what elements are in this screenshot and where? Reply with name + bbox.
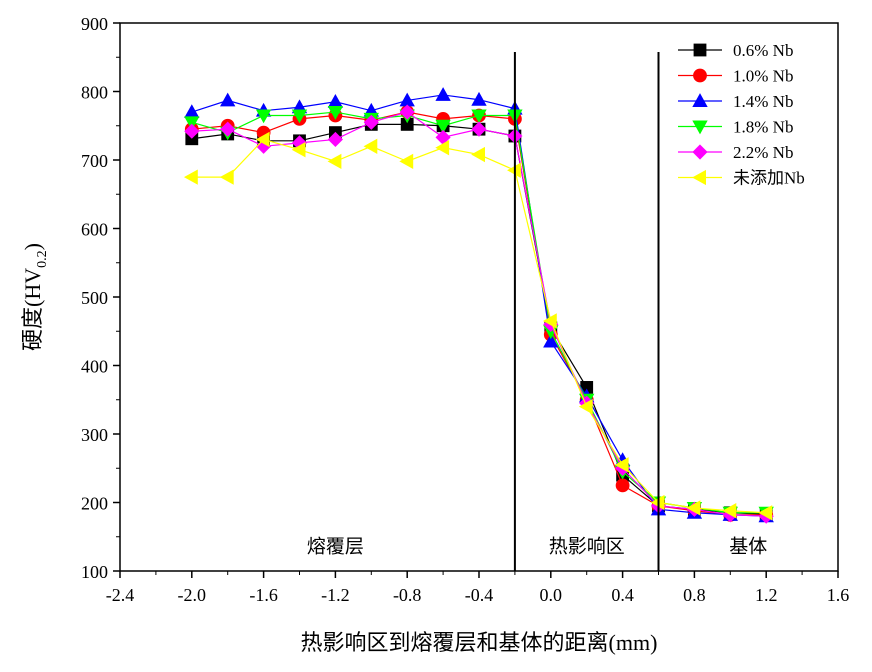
data-point-triangle-up [435, 87, 451, 101]
x-tick-label: -1.2 [321, 585, 350, 605]
data-point-diamond [363, 114, 379, 130]
y-tick-label: 700 [81, 151, 108, 171]
data-point-triangle-left [686, 500, 701, 516]
legend-label: 未添加Nb [733, 169, 805, 188]
data-point-diamond [220, 121, 236, 137]
y-tick-label: 900 [81, 14, 108, 34]
plot-marks [183, 87, 774, 524]
legend-label: 0.6% Nb [733, 41, 793, 60]
series-line [191, 138, 767, 514]
data-point-triangle-left [722, 503, 737, 519]
data-point-triangle-left [255, 131, 270, 148]
y-axis-label: 硬度(HV0.2) [20, 243, 50, 351]
region-label: 熔覆层 [307, 536, 364, 558]
data-point-triangle-down [471, 109, 487, 124]
y-tick-label: 100 [81, 562, 108, 582]
legend-label: 2.2% Nb [733, 143, 793, 162]
x-tick-label: 0.4 [611, 585, 634, 605]
series-1-0-Nb [184, 105, 774, 522]
data-point-triangle-left [578, 398, 593, 415]
data-point-triangle-left [692, 169, 706, 186]
data-point-triangle-down [291, 109, 308, 124]
data-point-diamond [692, 144, 708, 160]
data-point-diamond [399, 104, 415, 120]
x-axis-label: 热影响区到熔覆层和基体的距离(mm) [301, 630, 658, 655]
axes: -2.4 -2.0 -1.6 -1.2 -0.8 -0.4 0.0 0.4 0.8 1.2 1.6 1… [81, 14, 849, 605]
region-label: 热影响区 [549, 536, 625, 558]
x-tick-label: -0.4 [465, 585, 494, 605]
data-point-triangle-down [327, 106, 344, 120]
series-line [191, 111, 767, 516]
series-1-8-Nb [184, 106, 774, 521]
data-point-triangle-left [327, 153, 342, 170]
x-tick-label: 1.6 [827, 585, 850, 605]
data-point-triangle-left [542, 313, 557, 329]
data-point-triangle-left [614, 457, 629, 473]
data-point-triangle-left [435, 139, 450, 156]
series--Nb [183, 131, 773, 521]
data-point-triangle-left [363, 138, 378, 154]
x-tick-label: 0.8 [683, 585, 706, 605]
data-point-triangle-up [692, 93, 708, 107]
data-point-triangle-down [184, 116, 200, 131]
data-point-diamond [471, 121, 487, 137]
y-tick-label: 500 [81, 288, 108, 308]
series-line [191, 123, 767, 515]
y-tick-label: 200 [81, 494, 108, 514]
data-point-triangle-up [327, 93, 344, 108]
series-line [191, 111, 767, 517]
legend: 0.6% Nb 1.0% Nb 1.4% Nb 1.8% Nb 2.2% Nb 未添加Nb [678, 41, 805, 188]
x-tick-label: -0.8 [393, 585, 422, 605]
legend-label: 1.4% Nb [733, 92, 793, 111]
legend-label: 1.8% Nb [733, 118, 793, 137]
data-point-triangle-down [255, 109, 272, 124]
y-tick-label: 800 [81, 83, 108, 103]
data-point-triangle-left [219, 169, 234, 185]
data-point-triangle-left [291, 142, 306, 158]
x-tick-label: 0.0 [540, 585, 563, 605]
data-point-circle [615, 478, 630, 493]
x-tick-label: 1.2 [755, 585, 778, 605]
data-point-triangle-down [692, 120, 708, 135]
data-point-triangle-left [183, 169, 198, 185]
y-tick-label: 600 [81, 220, 108, 240]
data-point-triangle-left [471, 146, 486, 163]
data-point-triangle-up [184, 104, 200, 119]
x-tick-label: -2.4 [106, 585, 135, 605]
series-0-6-Nb [185, 117, 773, 521]
data-point-triangle-up [471, 91, 487, 106]
x-tick-label: -2.0 [178, 585, 207, 605]
y-tick-label: 300 [81, 425, 108, 445]
data-point-triangle-up [543, 333, 559, 348]
x-tick-label: -1.6 [249, 585, 278, 605]
data-point-diamond [184, 123, 200, 139]
data-point-triangle-down [435, 119, 451, 134]
region-label: 基体 [729, 536, 767, 558]
data-point-triangle-left [758, 505, 773, 521]
data-point-triangle-up [220, 92, 236, 107]
data-point-triangle-left [399, 153, 414, 170]
y-tick-label: 400 [81, 357, 108, 377]
series-2-2-Nb [184, 104, 774, 524]
data-point-circle [693, 68, 707, 83]
data-point-square [693, 43, 707, 57]
series-line [191, 111, 767, 514]
data-point-diamond [327, 131, 343, 148]
legend-label: 1.0% Nb [733, 67, 793, 86]
